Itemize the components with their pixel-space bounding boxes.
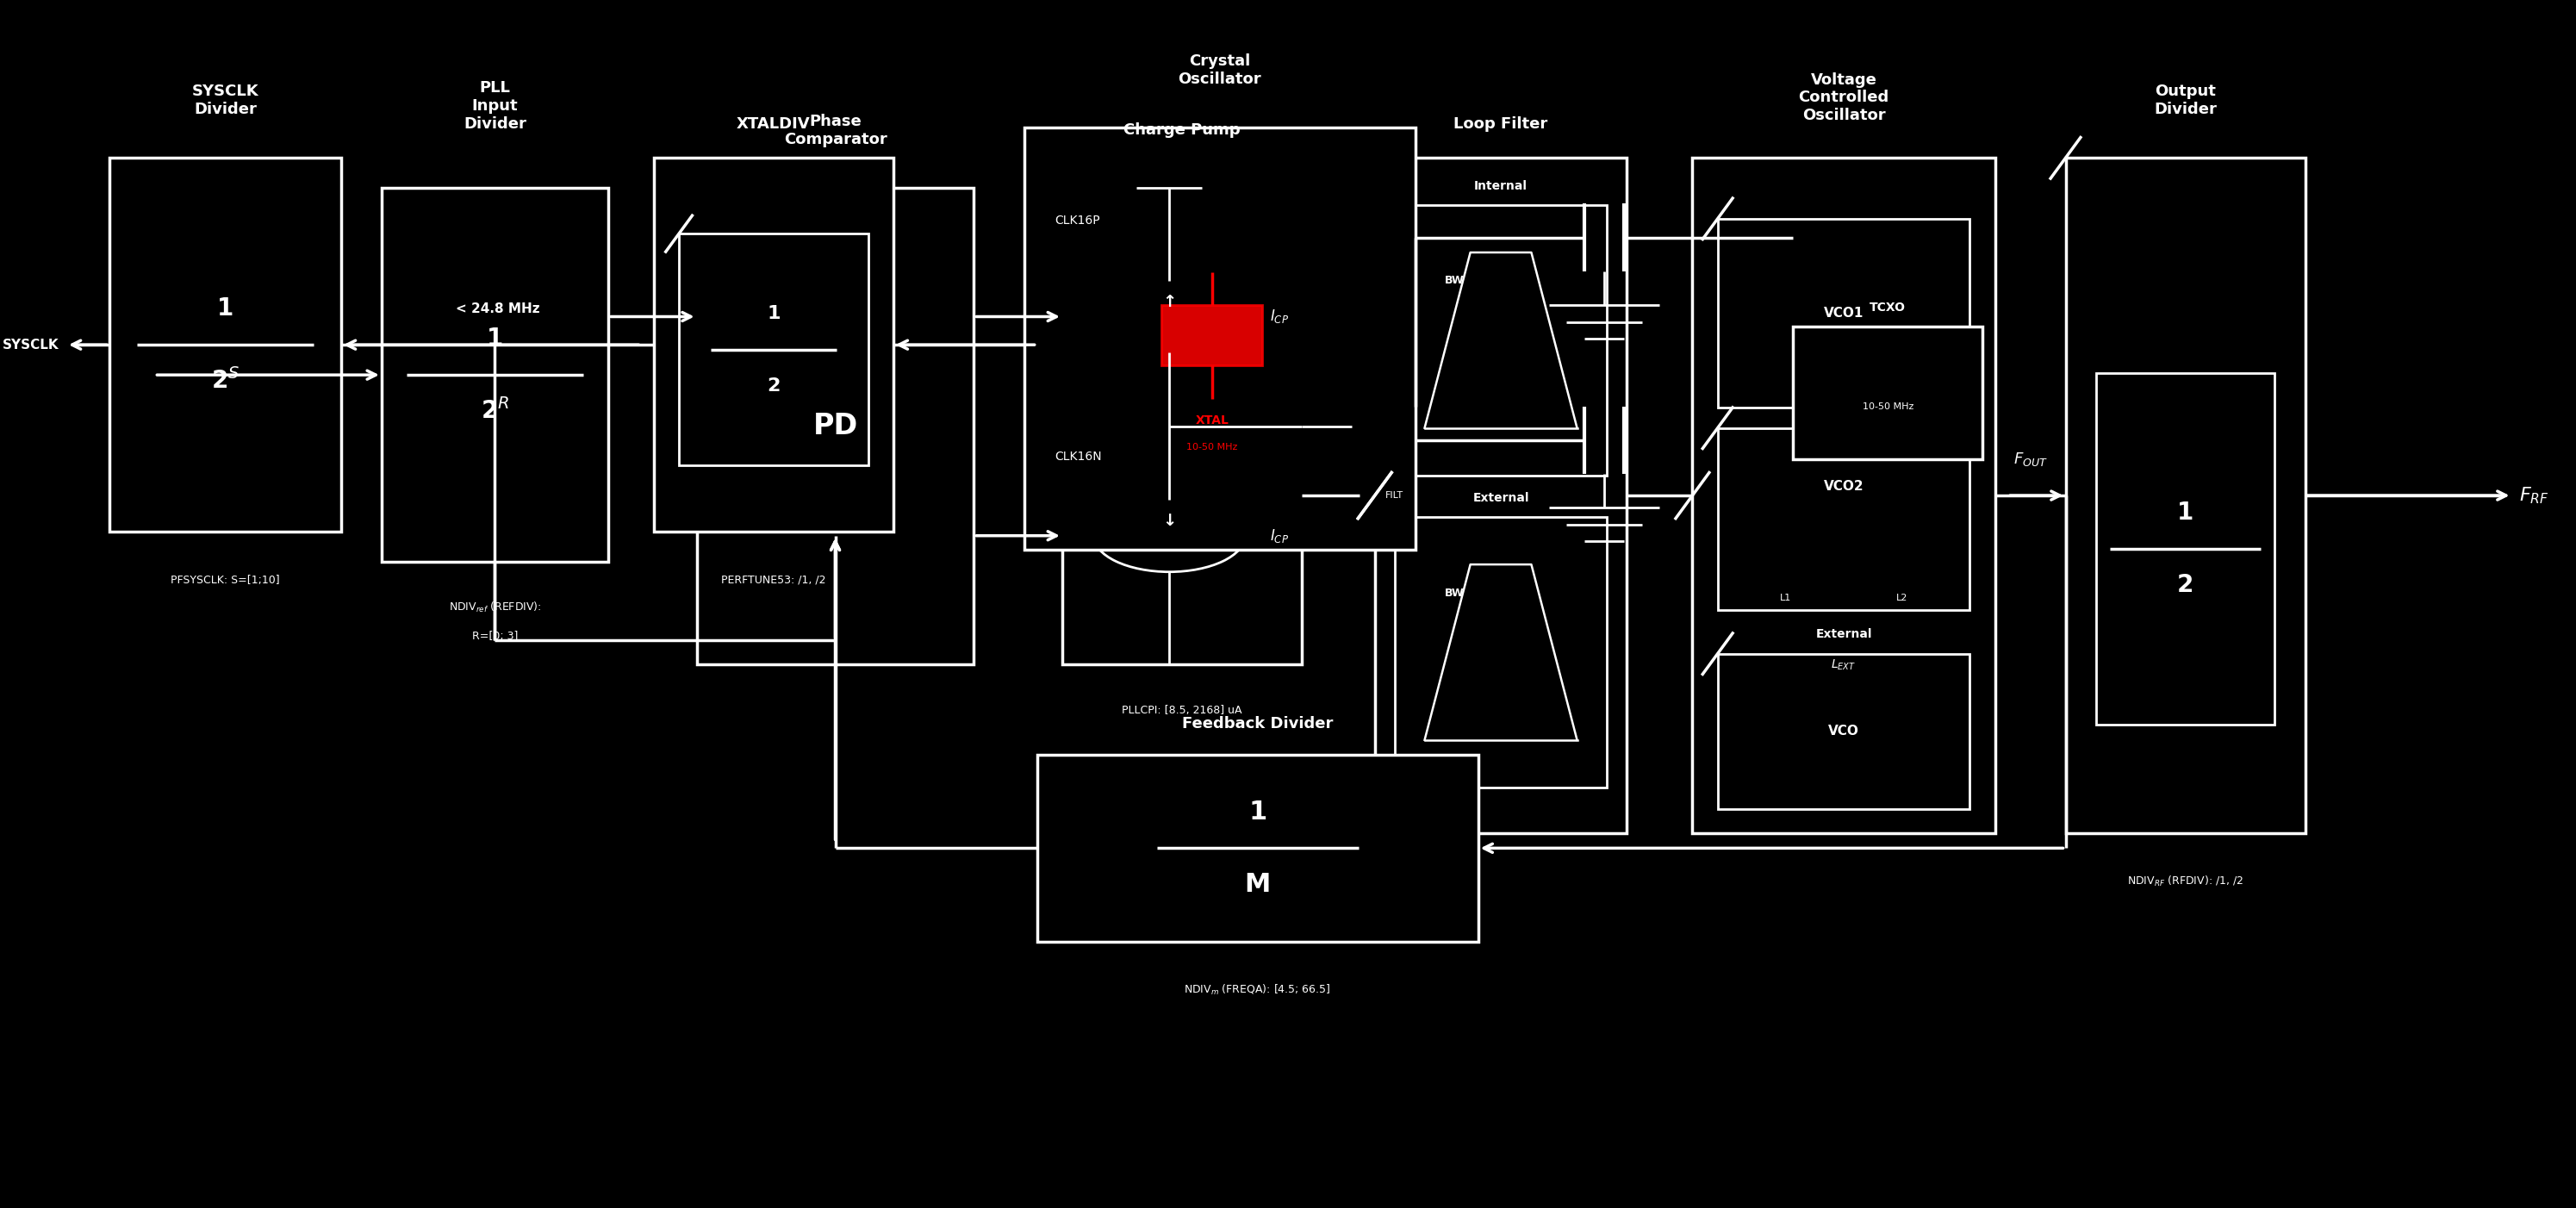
Text: 2: 2 — [2177, 573, 2195, 597]
Text: $L_{EXT}$: $L_{EXT}$ — [1832, 658, 1857, 673]
Text: VCO: VCO — [1829, 725, 1860, 738]
Bar — [1376, 158, 1628, 834]
Bar — [1692, 158, 1994, 834]
Bar — [696, 188, 974, 664]
Text: External: External — [1473, 492, 1530, 504]
Text: 1: 1 — [768, 304, 781, 323]
Text: 1: 1 — [487, 326, 502, 350]
Text: L1: L1 — [1780, 594, 1790, 603]
Text: PFSYSCLK: S=[1;10]: PFSYSCLK: S=[1;10] — [170, 574, 281, 586]
Text: BW: BW — [1445, 587, 1463, 598]
Bar — [1025, 128, 1414, 550]
Text: $I_{CP}$: $I_{CP}$ — [1270, 527, 1288, 545]
Text: R=[0; 3]: R=[0; 3] — [471, 631, 518, 643]
Text: BW: BW — [1445, 275, 1463, 286]
Text: FILT: FILT — [1386, 492, 1404, 500]
Bar — [1718, 654, 1971, 809]
Text: Loop Filter: Loop Filter — [1453, 116, 1548, 132]
Text: 1: 1 — [216, 296, 234, 320]
Text: 2: 2 — [768, 377, 781, 394]
Text: XTAL: XTAL — [1195, 414, 1229, 426]
Text: SYSCLK: SYSCLK — [3, 338, 59, 352]
Text: External: External — [1816, 628, 1873, 640]
Text: ↓: ↓ — [1162, 513, 1177, 529]
Text: SYSCLK
Divider: SYSCLK Divider — [191, 83, 258, 117]
Text: Voltage
Controlled
Oscillator: Voltage Controlled Oscillator — [1798, 72, 1888, 123]
Bar — [1793, 326, 1984, 459]
Bar — [381, 188, 608, 562]
Text: Charge Pump: Charge Pump — [1123, 122, 1239, 138]
Text: Output
Divider: Output Divider — [2154, 83, 2218, 117]
Bar — [1038, 755, 1479, 941]
Text: $I_{CP}$: $I_{CP}$ — [1270, 308, 1288, 325]
Text: NDIV$_{RF}$ (RFDIV): /1, /2: NDIV$_{RF}$ (RFDIV): /1, /2 — [2128, 875, 2244, 888]
Bar — [1718, 219, 1971, 408]
Text: XTALDIV: XTALDIV — [737, 116, 811, 132]
Text: $F_{RF}$: $F_{RF}$ — [2519, 486, 2550, 506]
Text: Internal: Internal — [1473, 180, 1528, 192]
Bar — [1162, 304, 1262, 365]
Text: M: M — [1244, 872, 1270, 896]
Text: NDIV$_m$ (FREQA): [4.5; 66.5]: NDIV$_m$ (FREQA): [4.5; 66.5] — [1185, 983, 1332, 997]
Text: PLLCPI: [8.5, 2168] uA: PLLCPI: [8.5, 2168] uA — [1121, 704, 1242, 715]
Text: 1: 1 — [2177, 501, 2195, 525]
Text: PLL
Input
Divider: PLL Input Divider — [464, 81, 526, 132]
Text: CLK16P: CLK16P — [1054, 215, 1100, 227]
Bar — [108, 158, 340, 532]
Text: 2$^R$: 2$^R$ — [482, 399, 510, 424]
Text: TCXO: TCXO — [1870, 301, 1906, 313]
Bar — [2097, 373, 2275, 725]
Text: 1: 1 — [1249, 800, 1267, 825]
Bar — [654, 158, 894, 532]
Text: NDIV$_{ref}$ (REFDIV):: NDIV$_{ref}$ (REFDIV): — [448, 600, 541, 615]
Text: PD: PD — [814, 412, 858, 441]
Text: 2$^S$: 2$^S$ — [211, 368, 240, 394]
Text: L2: L2 — [1896, 594, 1906, 603]
Bar — [1396, 205, 1607, 475]
Bar — [1396, 517, 1607, 788]
Bar — [2066, 158, 2306, 834]
Text: < 24.8 MHz: < 24.8 MHz — [456, 302, 538, 315]
Text: Phase
Comparator: Phase Comparator — [783, 114, 886, 147]
Text: PERFTUNE53: /1, /2: PERFTUNE53: /1, /2 — [721, 574, 827, 586]
Text: 10-50 MHz: 10-50 MHz — [1188, 443, 1236, 452]
Text: CLK16N: CLK16N — [1054, 451, 1103, 463]
Text: VCO1: VCO1 — [1824, 307, 1862, 320]
Text: Feedback Divider: Feedback Divider — [1182, 715, 1334, 731]
Text: 10-50 MHz: 10-50 MHz — [1862, 402, 1914, 411]
Bar — [680, 233, 868, 465]
Text: Crystal
Oscillator: Crystal Oscillator — [1177, 53, 1262, 87]
Text: ↑: ↑ — [1162, 294, 1177, 310]
Text: VCO2: VCO2 — [1824, 480, 1865, 493]
Text: $F_{OUT}$: $F_{OUT}$ — [2012, 451, 2048, 467]
Bar — [1718, 428, 1971, 610]
Bar — [1061, 188, 1301, 664]
